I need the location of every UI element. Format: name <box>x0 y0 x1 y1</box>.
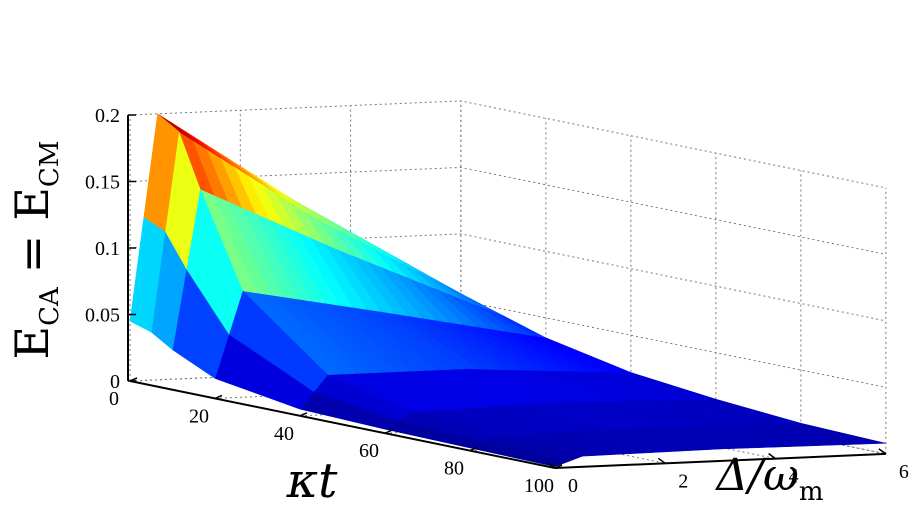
z-tick-label: 0.15 <box>85 172 120 194</box>
x-tick-label: 100 <box>524 475 554 497</box>
x-tick-mark <box>299 412 308 417</box>
y-tick-label: 0 <box>568 475 578 497</box>
x-tick-label: 40 <box>274 423 294 445</box>
y-tick-mark <box>768 453 777 460</box>
y-axis-line <box>554 452 886 469</box>
x-tick-label: 0 <box>109 388 119 410</box>
svg-text:ECA=ECM: ECA=ECM <box>5 141 65 360</box>
y-tick-label: 4 <box>789 466 799 488</box>
y-tick-label: 2 <box>678 470 688 492</box>
x-tick-mark <box>384 429 393 434</box>
y-tick-labels: 0 2 4 6 <box>547 448 909 497</box>
y-tick-mark <box>547 462 556 469</box>
z-tick-labels: 0 0.05 0.1 0.15 0.2 <box>85 105 136 393</box>
grid-line <box>129 100 886 189</box>
z-tick-label: 0.2 <box>95 105 120 127</box>
x-axis-line <box>129 380 556 469</box>
z-tick-label: 0.1 <box>95 238 120 260</box>
y-axis-label: Δ/ωm <box>714 450 823 507</box>
x-axis-label: κt <box>286 453 338 509</box>
x-tick-mark <box>214 394 223 400</box>
surface <box>129 113 886 467</box>
z-axis-label: ECA=ECM <box>5 141 65 360</box>
x-tick-label: 60 <box>359 440 379 462</box>
surface-patch <box>129 217 166 333</box>
y-tick-mark <box>878 448 887 455</box>
y-tick-mark <box>657 457 666 464</box>
x-tick-mark <box>469 446 478 452</box>
z-tick-label: 0 <box>110 371 120 393</box>
x-tick-mark <box>554 464 563 469</box>
svg-text:κt: κt <box>286 453 338 509</box>
svg-text:Δ/ωm: Δ/ωm <box>714 450 823 507</box>
x-tick-mark <box>129 377 138 382</box>
x-tick-labels: 0 20 40 60 80 100 <box>109 377 563 497</box>
z-tick-label: 0.05 <box>85 305 120 327</box>
x-tick-label: 80 <box>444 458 464 480</box>
x-tick-label: 20 <box>189 405 209 427</box>
y-tick-label: 6 <box>899 461 909 483</box>
